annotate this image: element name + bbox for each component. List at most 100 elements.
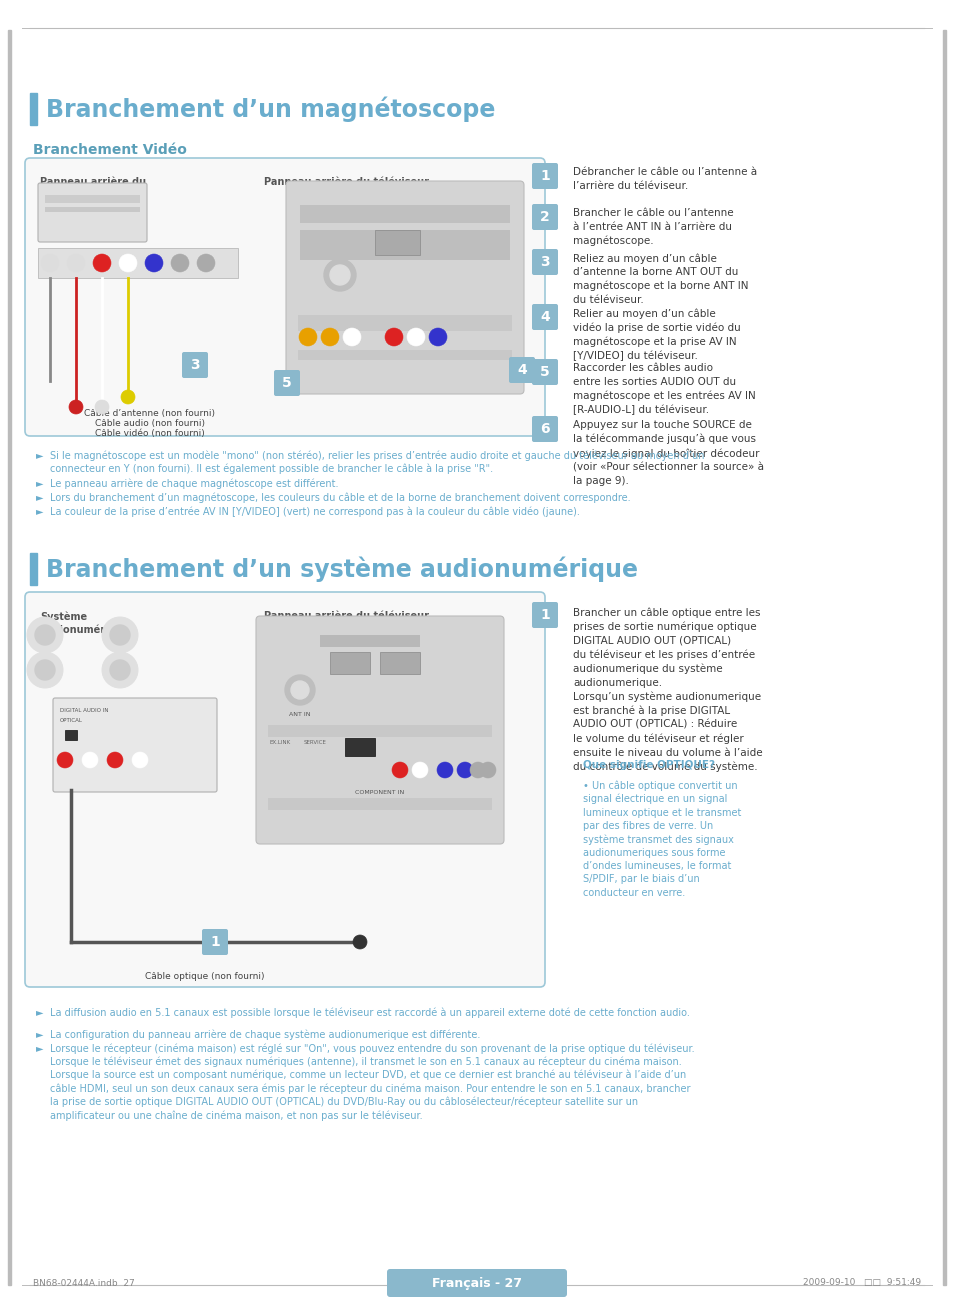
Text: La diffusion audio en 5.1 canaux est possible lorsque le téléviseur est raccordé: La diffusion audio en 5.1 canaux est pos… (50, 1007, 689, 1018)
Text: Brancher un câble optique entre les
prises de sortie numérique optique
DIGITAL A: Brancher un câble optique entre les pris… (573, 608, 761, 772)
Circle shape (285, 675, 314, 705)
Circle shape (107, 752, 123, 768)
Bar (45, 195, 140, 203)
Circle shape (298, 327, 316, 346)
Text: 3: 3 (190, 358, 199, 372)
Text: Lors du branchement d’un magnétoscope, les couleurs du câble et de la borne de b: Lors du branchement d’un magnétoscope, l… (50, 492, 630, 502)
Circle shape (82, 752, 98, 768)
Circle shape (110, 660, 130, 680)
Circle shape (27, 617, 63, 654)
Text: 1: 1 (210, 935, 219, 949)
Text: Lorsque le récepteur (cinéma maison) est réglé sur "On", vous pouvez entendre du: Lorsque le récepteur (cinéma maison) est… (50, 1043, 694, 1120)
Text: 6: 6 (539, 422, 549, 437)
Bar (299, 205, 510, 224)
Bar (330, 652, 370, 675)
Bar (30, 554, 37, 585)
Circle shape (330, 266, 350, 285)
Text: Panneau arrière du téléviseur: Panneau arrière du téléviseur (263, 611, 428, 621)
FancyBboxPatch shape (255, 615, 503, 844)
Text: 4: 4 (517, 363, 526, 377)
Circle shape (456, 761, 473, 778)
Text: HDMI IN: HDMI IN (355, 638, 384, 644)
Circle shape (35, 625, 55, 644)
Text: • Un câble optique convertit un
signal électrique en un signal
lumineux optique : • Un câble optique convertit un signal é… (582, 780, 740, 898)
Circle shape (479, 761, 496, 778)
Text: Raccorder les câbles audio
entre les sorties AUDIO OUT du
magnétoscope et les en: Raccorder les câbles audio entre les sor… (573, 363, 755, 416)
Text: EX.LINK: EX.LINK (269, 740, 291, 746)
FancyBboxPatch shape (532, 602, 558, 629)
Text: OPTICAL: OPTICAL (60, 718, 83, 723)
FancyBboxPatch shape (286, 181, 523, 394)
Circle shape (343, 327, 360, 346)
Text: DIGITAL
AUDIO OUT
OPTICAL: DIGITAL AUDIO OUT OPTICAL (346, 739, 374, 755)
Text: Débrancher le câble ou l’antenne à
l’arrière du téléviseur.: Débrancher le câble ou l’antenne à l’arr… (573, 167, 757, 191)
Bar (345, 738, 375, 756)
Circle shape (41, 254, 59, 272)
Circle shape (57, 752, 73, 768)
Text: Câble audio (non fourni): Câble audio (non fourni) (95, 419, 205, 427)
Circle shape (121, 391, 135, 404)
Text: ANT IN: ANT IN (289, 711, 311, 717)
Circle shape (291, 681, 309, 700)
FancyBboxPatch shape (532, 304, 558, 330)
FancyBboxPatch shape (532, 204, 558, 230)
FancyBboxPatch shape (387, 1269, 566, 1297)
Circle shape (407, 327, 424, 346)
Text: Système
audionumérique: Système audionumérique (40, 611, 131, 635)
Bar (297, 350, 512, 360)
Circle shape (35, 660, 55, 680)
Text: Câble vidéo (non fourni): Câble vidéo (non fourni) (95, 429, 205, 438)
Text: Câble optique (non fourni): Câble optique (non fourni) (145, 972, 265, 981)
Bar (297, 316, 512, 331)
Text: SERVICE: SERVICE (303, 740, 326, 746)
FancyBboxPatch shape (182, 352, 208, 377)
Bar (297, 316, 512, 331)
Text: DIGITAL AUDIO IN: DIGITAL AUDIO IN (60, 707, 109, 713)
Text: 5: 5 (539, 366, 549, 379)
Bar (8, 30, 11, 1285)
Text: 2: 2 (539, 210, 549, 224)
Circle shape (171, 254, 189, 272)
FancyBboxPatch shape (38, 183, 147, 242)
Circle shape (67, 254, 85, 272)
Circle shape (470, 761, 485, 778)
Text: Appuyez sur la touche SOURCE de
la télécommande jusqu’à que vous
voyiez le signa: Appuyez sur la touche SOURCE de la téléc… (573, 419, 763, 485)
Text: ►: ► (36, 477, 44, 488)
Bar (319, 635, 419, 647)
Text: 3: 3 (539, 255, 549, 270)
Text: Relier au moyen d’un câble
vidéo la prise de sortie vidéo du
magnétoscope et la : Relier au moyen d’un câble vidéo la pris… (573, 308, 740, 362)
Text: ►: ► (36, 492, 44, 502)
Circle shape (320, 327, 338, 346)
Circle shape (132, 752, 148, 768)
Text: Câble d’antenne (non fourni): Câble d’antenne (non fourni) (85, 409, 215, 418)
Circle shape (119, 254, 137, 272)
Text: Le panneau arrière de chaque magnétoscope est différent.: Le panneau arrière de chaque magnétoscop… (50, 477, 338, 488)
Circle shape (102, 652, 138, 688)
Text: 2009-09-10   □□  9:51:49: 2009-09-10 □□ 9:51:49 (802, 1278, 920, 1287)
FancyBboxPatch shape (532, 249, 558, 275)
Bar (65, 730, 77, 740)
Text: Brancher le câble ou l’antenne
à l’entrée ANT IN à l’arrière du
magnétoscope.: Brancher le câble ou l’antenne à l’entré… (573, 208, 733, 246)
Text: La configuration du panneau arrière de chaque système audionumerique est différe: La configuration du panneau arrière de c… (50, 1030, 480, 1039)
Circle shape (353, 935, 367, 949)
Text: Branchement Vidéo: Branchement Vidéo (33, 143, 187, 156)
Circle shape (95, 400, 109, 414)
FancyBboxPatch shape (25, 158, 544, 437)
Circle shape (412, 761, 428, 778)
FancyBboxPatch shape (509, 356, 535, 383)
Bar (30, 93, 37, 125)
Text: Branchement d’un système audionumérique: Branchement d’un système audionumérique (46, 556, 638, 581)
Bar (38, 249, 237, 277)
Text: BN68-02444A.indb  27: BN68-02444A.indb 27 (33, 1278, 134, 1287)
Circle shape (436, 761, 453, 778)
Bar (375, 230, 419, 255)
Circle shape (429, 327, 447, 346)
FancyBboxPatch shape (532, 163, 558, 189)
Bar (268, 798, 492, 810)
Bar (297, 316, 512, 331)
Circle shape (102, 617, 138, 654)
Text: 5: 5 (282, 376, 292, 391)
Text: Branchement d’un magnétoscope: Branchement d’un magnétoscope (46, 96, 495, 122)
FancyBboxPatch shape (532, 359, 558, 385)
FancyBboxPatch shape (53, 698, 216, 792)
